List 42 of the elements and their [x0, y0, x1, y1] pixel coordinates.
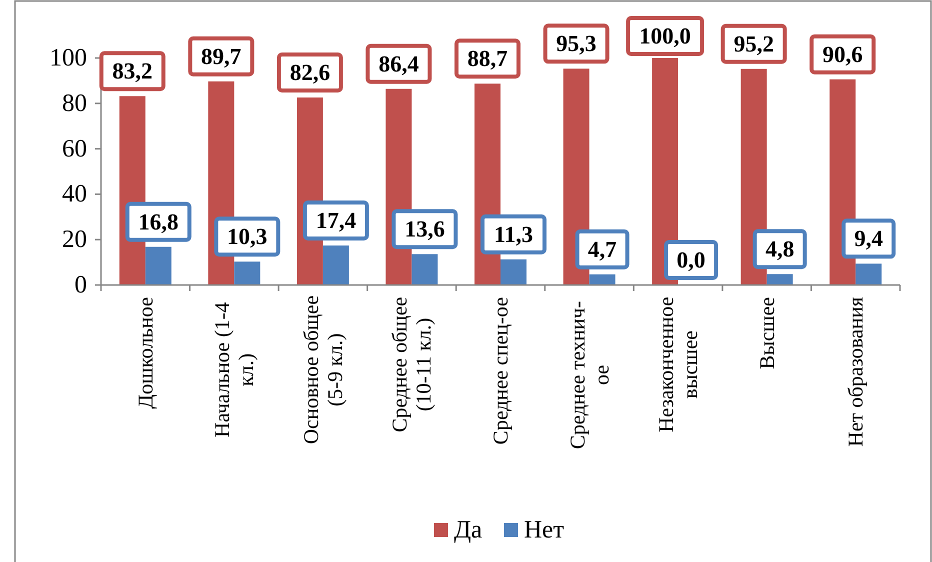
x-tick-label: Дошкольное	[133, 297, 158, 409]
x-tick-label: Нет образования	[844, 296, 868, 447]
x-tick-label: Начальное (1-4 кл.)	[210, 302, 258, 438]
bar	[766, 274, 793, 285]
data-label: 17,4	[316, 208, 357, 233]
x-tick-label: Основное общее (5-9 кл.)	[298, 295, 347, 444]
data-label: 89,7	[201, 44, 242, 69]
data-label: 9,4	[854, 226, 884, 252]
bar	[145, 246, 172, 285]
data-label: 4,8	[765, 236, 794, 262]
data-label: 16,8	[138, 209, 179, 234]
legend-label: Нет	[524, 516, 564, 544]
data-label: 95,2	[734, 31, 774, 56]
y-tick-label: 80	[62, 90, 87, 117]
data-label: 13,6	[404, 216, 445, 242]
y-tick-label: 100	[50, 44, 87, 72]
x-tick-label: Среднее спец-ое	[488, 297, 512, 445]
data-label: 83,2	[112, 58, 153, 84]
data-label: 0,0	[676, 248, 706, 272]
x-tick-label: Среднее общее (10-11 кл.)	[388, 296, 436, 432]
data-label: 82,6	[290, 60, 330, 85]
data-label: 100,0	[639, 24, 691, 48]
bar	[234, 262, 260, 285]
bar	[856, 264, 882, 285]
legend-label: Да	[454, 516, 482, 544]
y-tick-label: 0	[74, 272, 87, 298]
bar	[322, 246, 349, 285]
bar	[589, 274, 616, 285]
data-label: 4,7	[588, 236, 617, 262]
y-tick-label: 20	[62, 226, 87, 254]
data-label: 86,4	[378, 51, 420, 76]
data-label: 10,3	[227, 224, 268, 250]
data-label: 88,7	[467, 46, 508, 72]
data-label: 11,3	[494, 222, 533, 247]
y-tick-label: 40	[62, 180, 87, 208]
bar	[500, 259, 526, 285]
data-label: 90,6	[822, 42, 863, 67]
y-tick-label: 60	[62, 135, 87, 162]
x-tick-label: Высшее	[754, 297, 779, 370]
bar	[412, 254, 438, 285]
data-label: 95,3	[556, 31, 596, 56]
x-tick-label: Среднее технич-ое	[565, 300, 614, 450]
